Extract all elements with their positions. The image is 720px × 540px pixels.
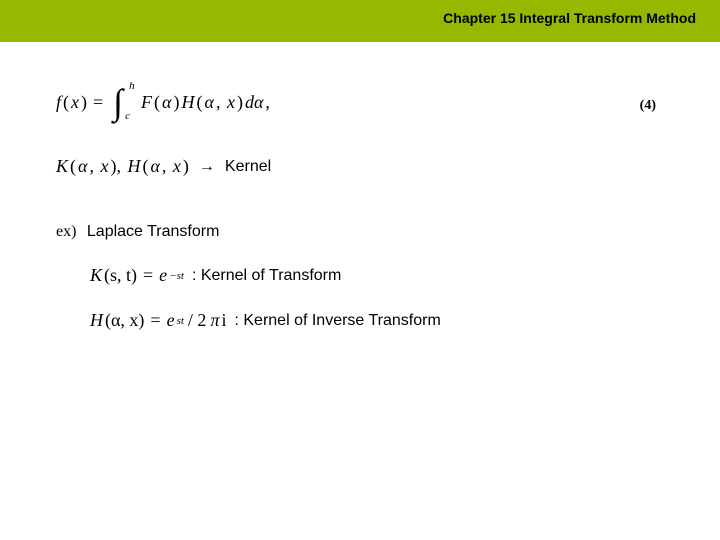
equation-4: f ( x ) = ∫ h c F ( α ) H ( α , x ) dα ,… <box>56 84 680 132</box>
equation-4-math: f ( x ) = ∫ h c F ( α ) H ( α , x ) dα , <box>56 84 680 120</box>
integral-sign: ∫ h c <box>113 84 123 120</box>
equation-number-4: (4) <box>640 98 656 114</box>
arrow-icon: → <box>199 158 215 176</box>
comma: , <box>89 156 98 177</box>
paren: ) <box>237 92 243 113</box>
paren: ) <box>183 156 189 177</box>
example-heading: ex) Laplace Transform <box>56 223 680 241</box>
kl-K: K <box>56 156 68 177</box>
kernel-symbols: K ( α , x ), H ( α , x ) <box>56 156 189 177</box>
eq4-alpha1: α <box>162 92 171 113</box>
eq4-x2: x <box>227 92 235 113</box>
eq4-open: ( <box>63 92 69 113</box>
example-tag: ex) <box>56 223 76 240</box>
kernel-definition-line: K ( α , x ), H ( α , x ) → Kernel <box>56 156 680 177</box>
paren: ( <box>70 156 76 177</box>
kernel-of-transform-line: K (s, t) = e −st : Kernel of Transform <box>90 265 680 286</box>
comma: , <box>216 92 225 113</box>
eq4-x: x <box>71 92 79 113</box>
chapter-title: Chapter 15 Integral Transform Method <box>443 10 696 26</box>
comma-end: , <box>265 92 270 113</box>
paren: ( <box>142 156 148 177</box>
example-label: Laplace Transform <box>87 223 220 240</box>
koi-exp: st <box>177 315 184 327</box>
kot-args: (s, t) <box>104 265 137 286</box>
comma: , <box>162 156 171 177</box>
koi-e: e <box>167 310 175 331</box>
eq4-alpha2: α <box>205 92 214 113</box>
paren: ( <box>154 92 160 113</box>
eq4-equals: = <box>93 92 103 113</box>
integral-glyph: ∫ <box>113 84 123 120</box>
kot-K: K <box>90 265 102 286</box>
kl-x2: x <box>173 156 181 177</box>
eq4-dalpha: dα <box>245 92 263 113</box>
kernel-of-inverse-line: H (α, x) = e st / 2 π i : Kernel of Inve… <box>90 310 680 331</box>
integral-lower: c <box>125 110 130 122</box>
kl-H: H <box>127 156 140 177</box>
koi-pi: π <box>210 310 219 331</box>
eq4-close: ) <box>81 92 87 113</box>
kot-math: K (s, t) = e −st <box>90 265 184 286</box>
paren: ( <box>197 92 203 113</box>
kernel-label: Kernel <box>225 158 271 176</box>
eq4-f: f <box>56 92 61 113</box>
content-area: f ( x ) = ∫ h c F ( α ) H ( α , x ) dα ,… <box>0 42 720 331</box>
koi-math: H (α, x) = e st / 2 π i <box>90 310 226 331</box>
koi-i: i <box>221 310 226 331</box>
koi-args: (α, x) <box>105 310 144 331</box>
kot-exp: −st <box>169 270 184 282</box>
kl-alpha1: α <box>78 156 87 177</box>
koi-label: : Kernel of Inverse Transform <box>234 312 440 330</box>
eq4-F: F <box>141 92 152 113</box>
kl-x1: x <box>100 156 108 177</box>
kot-eq: = <box>143 265 153 286</box>
kot-label: : Kernel of Transform <box>192 267 341 285</box>
kot-e: e <box>159 265 167 286</box>
kl-alpha2: α <box>150 156 159 177</box>
eq4-H: H <box>182 92 195 113</box>
paren: ), <box>110 156 125 177</box>
koi-div: / 2 <box>188 310 207 331</box>
paren: ) <box>174 92 180 113</box>
integral-upper: h <box>129 80 135 92</box>
header-band: Chapter 15 Integral Transform Method <box>0 0 720 42</box>
koi-eq: = <box>150 310 160 331</box>
koi-H: H <box>90 310 103 331</box>
